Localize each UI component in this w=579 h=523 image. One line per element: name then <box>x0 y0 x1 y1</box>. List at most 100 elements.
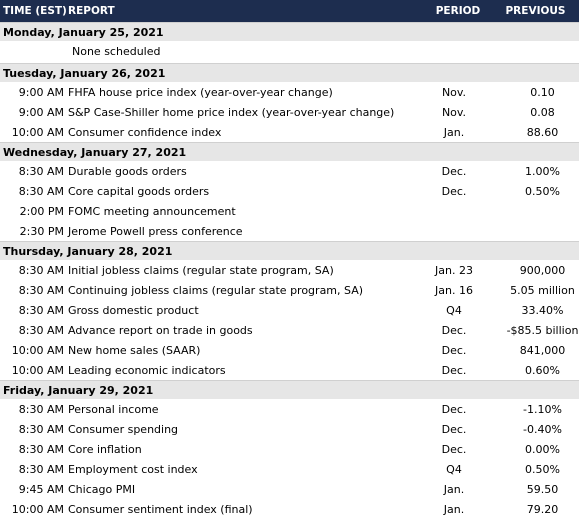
row-previous: 0.00% <box>525 442 560 456</box>
table-row: 2:30 PM Jerome Powell press conference <box>0 221 579 241</box>
table-row: 10:00 AM Leading economic indicators Dec. 0… <box>0 360 579 380</box>
row-previous: -1.10% <box>523 402 562 416</box>
day-header: Tuesday, January 26, 2021 <box>0 63 579 82</box>
table-row: 9:45 AM Chicago PMI Jan. 59.50 <box>0 479 579 499</box>
row-period: Dec. <box>441 442 467 456</box>
table-row: 8:30 AM Initial jobless claims (regular s… <box>0 260 579 280</box>
row-report: Consumer confidence index <box>68 125 222 139</box>
row-period: Jan. <box>443 502 465 516</box>
row-report: Advance report on trade in goods <box>68 323 253 337</box>
row-report: Gross domestic product <box>68 303 199 317</box>
row-period: Dec. <box>441 184 467 198</box>
row-report: Continuing jobless claims (regular state… <box>68 283 364 297</box>
row-time: 8:30 AM <box>18 303 64 317</box>
row-time: 8:30 AM <box>18 422 64 436</box>
row-time: 8:30 AM <box>18 263 64 277</box>
none-scheduled: None scheduled <box>72 45 161 58</box>
row-time: 8:30 AM <box>18 462 64 476</box>
row-previous: 59.50 <box>526 482 559 496</box>
row-report: FOMC meeting announcement <box>68 204 236 218</box>
header-period: PERIOD <box>435 5 481 17</box>
day-header: Thursday, January 28, 2021 <box>0 241 579 260</box>
row-previous: 900,000 <box>519 263 566 277</box>
table-header: TIME (EST) REPORT PERIOD PREVIOUS <box>0 0 579 22</box>
day-header: Friday, January 29, 2021 <box>0 380 579 399</box>
row-previous: 5.05 million <box>510 283 575 297</box>
row-report: Personal income <box>68 402 159 416</box>
row-previous: -0.40% <box>523 422 562 436</box>
row-report: Leading economic indicators <box>68 363 226 377</box>
row-previous: 0.60% <box>525 363 560 377</box>
row-period: Dec. <box>441 422 467 436</box>
row-previous: 79.20 <box>526 502 559 516</box>
row-report: Core inflation <box>68 442 142 456</box>
day-header: Monday, January 25, 2021 <box>0 22 579 41</box>
row-previous: 0.08 <box>530 105 555 119</box>
row-report: S&P Case-Shiller home price index (year-… <box>68 105 395 119</box>
table-row: 8:30 AM Core inflation Dec. 0.00% <box>0 439 579 459</box>
row-time: 9:45 AM <box>18 482 64 496</box>
header-report: REPORT <box>68 5 115 17</box>
table-row: 8:30 AM Gross domestic product Q4 33.40% <box>0 300 579 320</box>
row-previous: 841,000 <box>519 343 566 357</box>
row-time: 10:00 AM <box>11 363 64 377</box>
table-row: 8:30 AM Advance report on trade in goods D… <box>0 320 579 340</box>
row-previous: -$85.5 billion <box>506 323 579 337</box>
table-row: 8:30 AM Core capital goods orders Dec. 0.50… <box>0 181 579 201</box>
row-period: Q4 <box>446 462 462 476</box>
row-period: Dec. <box>441 402 467 416</box>
row-report: Durable goods orders <box>68 164 187 178</box>
table-row: 8:30 AM Personal income Dec. -1.10% <box>0 399 579 419</box>
table-row: 8:30 AM Employment cost index Q4 0.50% <box>0 459 579 479</box>
day-header: Wednesday, January 27, 2021 <box>0 142 579 161</box>
row-period: Dec. <box>441 343 467 357</box>
table-row: 10:00 AM Consumer sentiment index (final)… <box>0 499 579 519</box>
row-previous: 0.50% <box>525 462 560 476</box>
row-report: Employment cost index <box>68 462 198 476</box>
row-time: 8:30 AM <box>18 402 64 416</box>
row-time: 8:30 AM <box>18 323 64 337</box>
row-report: Consumer sentiment index (final) <box>68 502 253 516</box>
row-previous: 1.00% <box>525 164 560 178</box>
row-period: Jan. <box>443 125 465 139</box>
row-report: FHFA house price index (year-over-year c… <box>68 85 333 99</box>
row-previous: 33.40% <box>521 303 564 317</box>
row-time: 9:00 AM <box>18 85 64 99</box>
row-previous: 0.50% <box>525 184 560 198</box>
table-row: 10:00 AM Consumer confidence index Jan. 88.… <box>0 122 579 142</box>
row-time: 10:00 AM <box>11 125 64 139</box>
row-report: Core capital goods orders <box>68 184 210 198</box>
row-report: Consumer spending <box>68 422 179 436</box>
row-period: Dec. <box>441 164 467 178</box>
row-period: Dec. <box>441 363 467 377</box>
table-row: 8:30 AM Consumer spending Dec. -0.40% <box>0 419 579 439</box>
row-period: Dec. <box>441 323 467 337</box>
table-row: 8:30 AM Durable goods orders Dec. 1.00% <box>0 161 579 181</box>
row-time: 8:30 AM <box>18 283 64 297</box>
row-report: Jerome Powell press conference <box>68 224 243 238</box>
table-row: 10:00 AM New home sales (SAAR) Dec. 841,000 <box>0 340 579 360</box>
row-period: Nov. <box>441 85 467 99</box>
table-body: Monday, January 25, 2021 None scheduled Tu… <box>0 22 579 519</box>
row-time: 8:30 AM <box>18 442 64 456</box>
row-period: Nov. <box>441 105 467 119</box>
row-report: Initial jobless claims (regular state pr… <box>68 263 334 277</box>
table-row: 9:00 AM S&P Case-Shiller home price index… <box>0 102 579 122</box>
row-time: 8:30 AM <box>18 164 64 178</box>
row-time: 10:00 AM <box>11 343 64 357</box>
table-row: 2:00 PM FOMC meeting announcement <box>0 201 579 221</box>
table-row: 8:30 AM Continuing jobless claims (regula… <box>0 280 579 300</box>
row-report: New home sales (SAAR) <box>68 343 201 357</box>
row-period: Jan. <box>443 482 465 496</box>
header-time: TIME (EST) <box>3 5 67 17</box>
row-previous: 88.60 <box>526 125 559 139</box>
row-time: 8:30 AM <box>18 184 64 198</box>
table-row: 9:00 AM FHFA house price index (year-over… <box>0 82 579 102</box>
row-time: 10:00 AM <box>11 502 64 516</box>
row-time: 2:30 PM <box>19 224 64 238</box>
row-time: 9:00 AM <box>18 105 64 119</box>
row-time: 2:00 PM <box>19 204 64 218</box>
row-period: Q4 <box>446 303 462 317</box>
row-period: Jan. 16 <box>435 283 473 297</box>
row-previous: 0.10 <box>530 85 555 99</box>
